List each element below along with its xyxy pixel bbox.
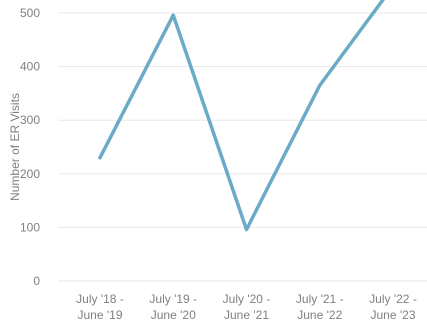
gridlines: [58, 12, 427, 282]
x-tick-label-3: July '21 -June '22: [296, 292, 344, 322]
y-axis-title: Number of ER Visits: [8, 93, 22, 201]
y-tick-label-300: 300: [20, 113, 40, 127]
x-tick-label-4: July '22 -June '23: [369, 292, 417, 322]
y-tick-label-400: 400: [20, 60, 40, 74]
series-line-er-visits: [98, 0, 385, 232]
x-tick-label-0: July '18 -June '19: [76, 292, 124, 322]
x-tick-label-2: July '20 -June '21: [223, 292, 271, 322]
x-axis-ticks: July '18 -June '19 July '19 -June '20 July…: [76, 292, 417, 322]
y-tick-label-500: 500: [20, 6, 40, 20]
y-tick-label-200: 200: [20, 167, 40, 181]
y-tick-label-0: 0: [33, 274, 40, 288]
x-tick-label-1: July '19 -June '20: [149, 292, 197, 322]
y-tick-label-100: 100: [20, 220, 40, 234]
y-axis-ticks: 0 100 200 300 400 500: [20, 6, 40, 288]
